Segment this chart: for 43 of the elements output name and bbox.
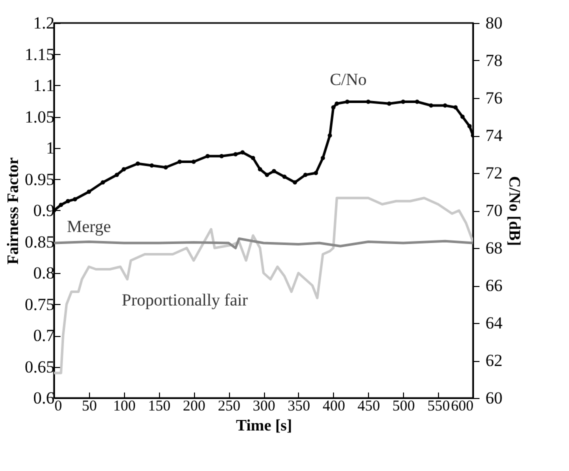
y-tick-label: 0.65 <box>24 357 54 376</box>
y-tick-label: 0.7 <box>33 326 55 345</box>
y-tick-label: 0.8 <box>33 264 54 282</box>
x-tick-label: 300 <box>252 398 276 414</box>
y-tick-label: 1 <box>46 138 54 158</box>
y2-tick-label: 70 <box>486 201 502 220</box>
x-tick-label: 150 <box>148 398 170 414</box>
x-tick-label: 0 <box>54 398 62 414</box>
y2-tick-label: 76 <box>486 88 502 108</box>
y2-tick-label: 62 <box>486 351 502 370</box>
y2-axis-title: C/No [dB] <box>506 176 522 246</box>
y-tick-label: 1.2 <box>33 14 54 32</box>
y-tick-label: 1.1 <box>33 76 54 95</box>
y2-tick-label: 64 <box>486 314 503 332</box>
y2-tick-label: 78 <box>486 51 502 70</box>
y-tick-label: 0.75 <box>24 294 54 314</box>
y-tick-label: 0.9 <box>33 201 54 220</box>
y2-tick-label: 74 <box>486 126 503 145</box>
x-tick-label: 400 <box>322 398 346 414</box>
x-tick-label: 550 <box>427 398 450 414</box>
x-tick-label: 350 <box>288 398 310 414</box>
x-tick-label: 500 <box>392 398 415 414</box>
x-tick-label: 450 <box>358 398 380 414</box>
y-axis-title: Fairness Factor <box>4 157 22 265</box>
y2-tick-label: 66 <box>486 276 502 295</box>
y2-tick-label: 80 <box>486 14 502 32</box>
y2-tick-label: 68 <box>486 238 502 258</box>
series-label: Proportionally fair <box>122 290 248 310</box>
y-tick-label: 1.15 <box>24 44 54 64</box>
x-tick-label: 200 <box>182 398 206 414</box>
y-tick-label: 0.85 <box>24 232 54 252</box>
y2-tick-label: 60 <box>486 388 502 408</box>
y-tick-label: 0.6 <box>33 388 54 408</box>
series-label: Merge <box>66 216 111 236</box>
series-label: C/No <box>330 70 367 89</box>
x-tick-label: 50 <box>82 398 97 414</box>
x-tick-label: 100 <box>113 398 136 414</box>
y-tick-label: 0.95 <box>24 170 54 189</box>
x-axis-title: Time [s] <box>236 418 292 434</box>
y-tick-label: 1.05 <box>24 107 54 126</box>
y2-tick-label: 72 <box>486 164 502 182</box>
x-tick-label: 250 <box>218 398 240 414</box>
x-tick-label: 600 <box>451 398 474 414</box>
